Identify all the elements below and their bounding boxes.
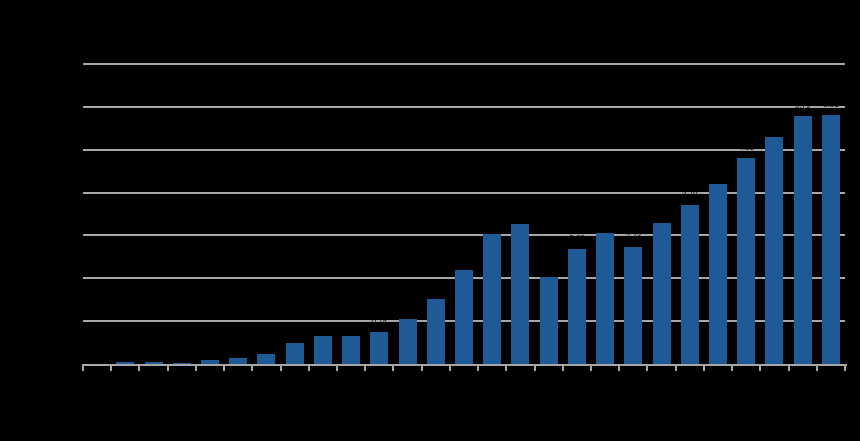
bar-label: 0.05 [145,347,162,356]
bar-label: 5.81 [823,100,839,109]
x-axis-tick [731,364,733,371]
x-axis-tick [280,364,282,371]
x-axis-tick [195,364,197,371]
bar [342,336,361,364]
bar-label: 0.48 [286,328,303,337]
bar [257,354,276,364]
bar [426,299,445,364]
bar-label: 0.10 [202,345,218,354]
x-axis-line [83,364,847,366]
x-axis-tick [703,364,705,371]
bar [116,362,135,364]
gridline [83,105,845,108]
bar [737,158,756,364]
bar-label: 2.19 [456,255,472,264]
x-axis-tick [392,364,394,371]
x-axis-tick [110,364,112,371]
bar-label: 2.73 [625,232,642,241]
bar-label: 0.66 [343,321,359,330]
gridline [83,191,845,194]
x-axis-tick [167,364,169,371]
plot-area: 0.05 0.05 0.03 0.10 0.13 0.23 0.48 0.65 0.66 0.74… [82,63,847,371]
bar [821,115,840,364]
bar [144,362,163,364]
bar-label: 4.81 [738,143,754,152]
bar-label: 3.27 [512,209,529,218]
bar-label: 1.51 [427,284,444,293]
bar [652,223,671,364]
bar [313,336,332,364]
x-axis-tick [138,364,140,371]
x-axis-tick [449,364,451,371]
bar-label: 5.79 [794,101,811,110]
x-axis-tick [759,364,761,371]
bar-label: 3.70 [681,190,698,199]
x-axis-tick [618,364,620,371]
bar-label: 5.30 [766,122,783,131]
x-axis-tick [336,364,338,371]
x-axis-tick [251,364,253,371]
bar-label: 3.29 [653,208,670,217]
bar-label: 0.74 [371,317,388,326]
gridline [83,148,845,151]
bar [398,319,417,364]
bar-label: 0.65 [315,321,331,330]
bar-label: 4.21 [710,169,726,178]
bar [567,249,586,364]
bar-label: 0.13 [230,343,246,352]
bar [455,270,473,364]
x-axis-tick [646,364,648,371]
bar-label: 1.05 [399,304,416,313]
bar [539,277,558,364]
gridline [83,63,845,65]
x-axis-tick [590,364,592,371]
bar [511,224,530,364]
x-axis-tick [477,364,479,371]
x-axis-tick [82,364,84,371]
bar [709,184,727,364]
bar [624,247,643,364]
bar [793,116,812,364]
bar-label: 0.23 [258,339,275,348]
bar-label: 0.03 [173,348,190,357]
bar [680,205,699,364]
x-axis-tick [788,364,790,371]
x-axis-tick [534,364,536,371]
bar [201,360,219,364]
bar-label: 3.03 [484,219,500,228]
bar-label: 2.03 [540,262,557,271]
bar-label: 2.68 [569,234,585,243]
x-axis-tick [421,364,423,371]
x-axis-tick [308,364,310,371]
bar-label: 0.05 [117,347,134,356]
x-axis-tick [844,364,846,371]
x-axis-tick [562,364,564,371]
gridline [83,234,845,237]
x-axis-tick [364,364,366,371]
bar-label: 3.06 [597,218,613,227]
bar [596,233,615,364]
bar [172,363,191,364]
bar [370,332,389,364]
x-axis-tick [816,364,818,371]
x-axis-tick [223,364,225,371]
x-axis-tick [675,364,677,371]
bar [765,137,784,364]
bar [229,358,248,364]
bar [285,343,304,364]
bar [483,234,502,364]
x-axis-tick [505,364,507,371]
